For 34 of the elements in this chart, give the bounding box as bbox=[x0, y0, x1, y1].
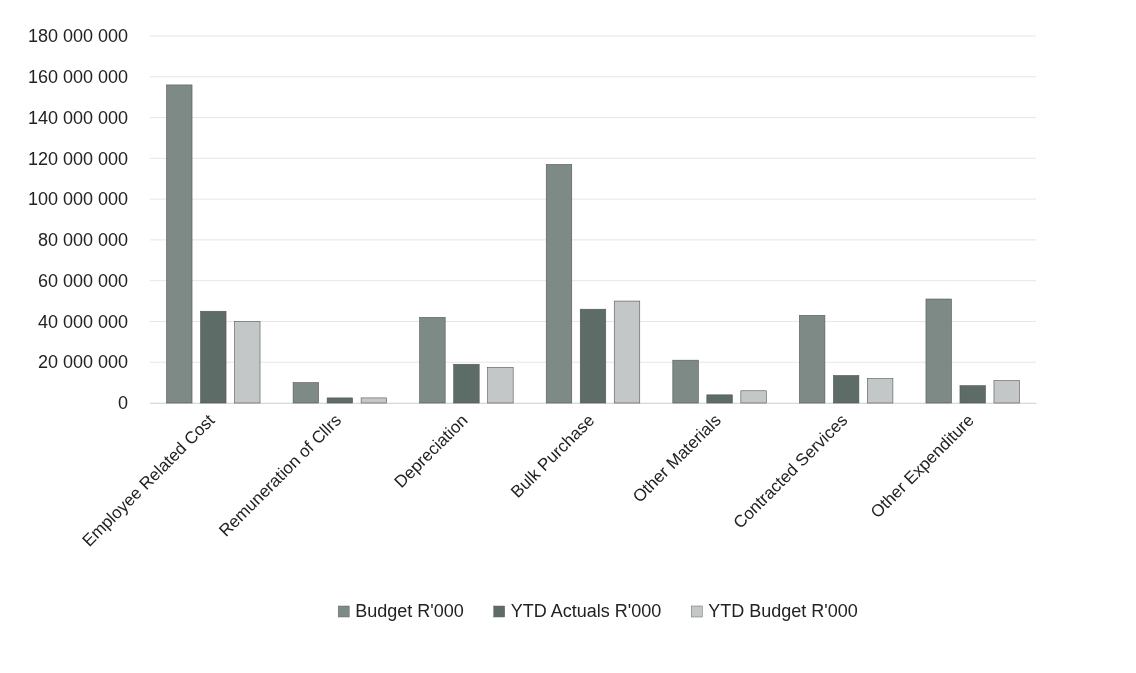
bar bbox=[706, 394, 733, 404]
bar bbox=[419, 317, 446, 404]
y-tick-label: 40 000 000 bbox=[37, 311, 128, 332]
bar bbox=[867, 378, 894, 404]
legend-label: Budget R'000 bbox=[355, 600, 464, 621]
bar bbox=[799, 315, 826, 404]
bar bbox=[740, 390, 767, 404]
y-tick-label: 180 000 000 bbox=[27, 26, 128, 47]
legend-label: YTD Actuals R'000 bbox=[510, 600, 662, 621]
bar bbox=[487, 367, 514, 404]
bar bbox=[579, 308, 607, 404]
y-tick-label: 0 bbox=[117, 393, 128, 414]
bar bbox=[993, 380, 1020, 404]
bar bbox=[545, 164, 573, 404]
y-tick-label: 100 000 000 bbox=[27, 189, 128, 210]
bar bbox=[326, 397, 353, 404]
bar bbox=[234, 321, 261, 404]
y-tick-label: 20 000 000 bbox=[37, 352, 128, 373]
bar bbox=[613, 300, 641, 404]
bar bbox=[292, 382, 319, 404]
y-tick-label: 60 000 000 bbox=[37, 270, 128, 291]
bar bbox=[360, 397, 387, 404]
y-tick-label: 160 000 000 bbox=[27, 67, 128, 88]
bar bbox=[166, 84, 193, 404]
bar bbox=[453, 363, 480, 404]
bar bbox=[833, 375, 860, 404]
y-tick-label: 80 000 000 bbox=[37, 230, 128, 251]
bar bbox=[672, 359, 699, 404]
bar bbox=[959, 385, 986, 404]
y-tick-label: 120 000 000 bbox=[27, 148, 128, 169]
legend-label: YTD Budget R'000 bbox=[708, 600, 858, 621]
y-tick-label: 140 000 000 bbox=[27, 107, 128, 128]
bar bbox=[200, 310, 227, 404]
bar bbox=[925, 298, 952, 404]
